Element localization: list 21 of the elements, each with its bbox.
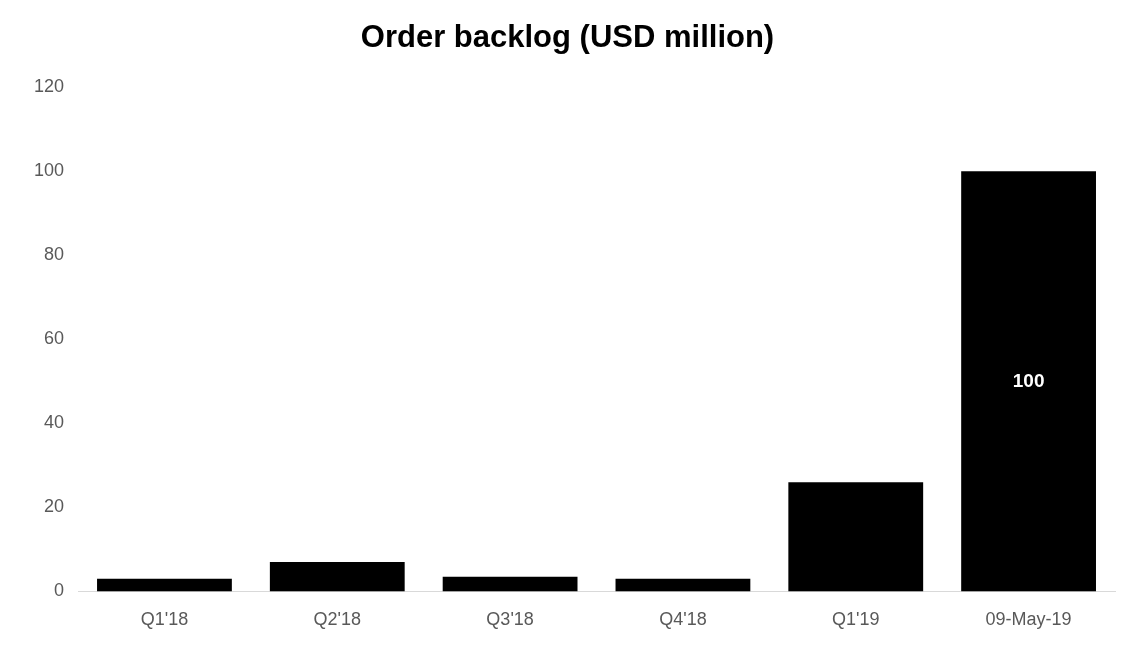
data-label: 100 xyxy=(1012,369,1045,391)
x-tick-label: Q1'19 xyxy=(832,609,880,630)
bar xyxy=(269,561,405,592)
y-tick-label: 40 xyxy=(44,412,65,433)
y-tick-label: 60 xyxy=(44,328,65,349)
bar xyxy=(788,482,924,592)
x-tick-label: Q3'18 xyxy=(486,609,534,630)
x-tick-label: 09-May-19 xyxy=(985,609,1072,630)
y-tick-label: 120 xyxy=(33,76,65,97)
y-tick-label: 80 xyxy=(44,244,65,265)
x-tick-label: Q4'18 xyxy=(659,609,707,630)
bar xyxy=(615,578,751,592)
x-tick-label: Q1'18 xyxy=(140,609,189,630)
y-tick-label: 100 xyxy=(33,160,65,181)
chart-title: Order backlog (USD million) xyxy=(360,19,775,55)
y-tick-label: 0 xyxy=(54,580,65,601)
y-tick-label: 20 xyxy=(44,496,65,517)
bar xyxy=(97,578,232,592)
bar xyxy=(961,171,1096,592)
x-tick-label: Q2'18 xyxy=(313,609,362,630)
bar xyxy=(442,576,578,592)
